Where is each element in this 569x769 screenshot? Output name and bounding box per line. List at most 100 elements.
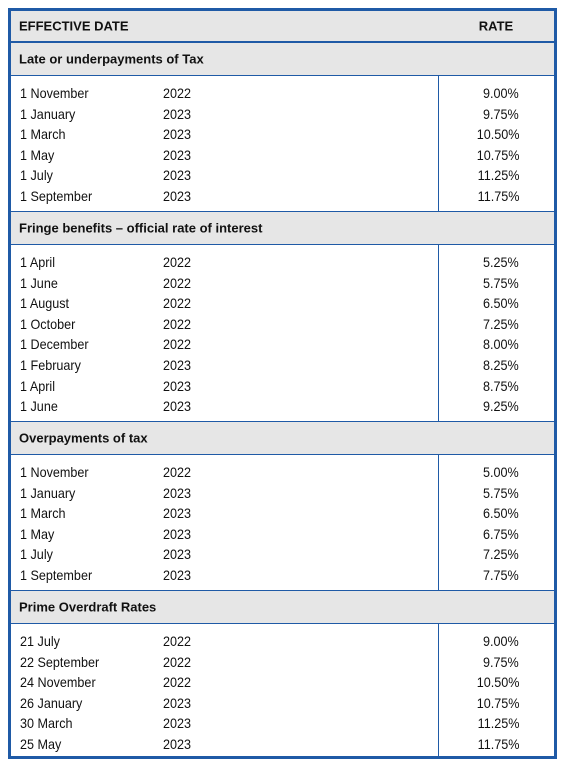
year-cell: 2022 — [163, 464, 192, 480]
effective-date-cell: 1 December — [20, 336, 89, 353]
table-row: 30 March 2023 11.25% — [11, 714, 554, 734]
table-row: 1 April 2022 5.25% — [11, 253, 554, 273]
year-cell: 2023 — [163, 146, 192, 163]
year-cell: 2022 — [163, 85, 192, 101]
rate-cell: 5.00% — [483, 464, 519, 480]
section-title: Fringe benefits – official rate of inter… — [19, 220, 263, 236]
rate-cell: 9.25% — [483, 398, 519, 415]
effective-date-cell: 1 May — [20, 525, 55, 542]
table-row: 21 July 2022 9.00% — [11, 632, 554, 652]
effective-date-cell: 21 July — [20, 633, 60, 649]
rate-cell: 9.00% — [483, 633, 519, 649]
year-cell: 2023 — [163, 398, 192, 415]
rate-cell: 11.75% — [477, 736, 519, 752]
year-cell: 2023 — [163, 105, 192, 122]
table-row: 1 July 2023 11.25% — [11, 166, 554, 186]
section-title: Late or underpayments of Tax — [19, 51, 204, 67]
effective-date-cell: 1 September — [20, 567, 93, 583]
table-row: 24 November 2022 10.50% — [11, 673, 554, 693]
effective-date-cell: 1 August — [20, 295, 70, 312]
effective-date-cell: 1 July — [20, 546, 53, 563]
effective-date-cell: 24 November — [20, 674, 96, 691]
section-title: Overpayments of tax — [19, 430, 148, 446]
rate-cell: 10.75% — [476, 146, 519, 163]
rate-cell: 10.50% — [476, 126, 519, 143]
rate-cell: 6.50% — [483, 295, 519, 312]
table-row: 1 September 2023 11.75% — [11, 187, 554, 207]
effective-date-header: EFFECTIVE DATE — [19, 18, 129, 34]
table-row: 25 May 2023 11.75% — [11, 735, 554, 755]
year-cell: 2023 — [163, 357, 192, 373]
rate-cell: 11.25% — [477, 167, 519, 184]
rate-cell: 9.75% — [483, 653, 519, 670]
table-row: 1 October 2022 7.25% — [11, 315, 554, 335]
table-row: 1 January 2023 9.75% — [11, 105, 554, 125]
year-cell: 2023 — [163, 484, 192, 501]
effective-date-cell: 1 January — [20, 105, 76, 122]
table-row: 1 April 2023 8.75% — [11, 377, 554, 397]
year-cell: 2022 — [163, 336, 192, 353]
year-cell: 2023 — [163, 525, 192, 542]
effective-date-cell: 1 January — [20, 484, 76, 501]
year-cell: 2023 — [163, 188, 192, 204]
rate-cell: 10.50% — [476, 674, 519, 691]
year-cell: 2023 — [163, 377, 192, 394]
year-cell: 2023 — [163, 167, 192, 184]
rate-cell: 8.00% — [483, 336, 519, 353]
table-row: 1 March 2023 10.50% — [11, 125, 554, 145]
rate-cell: 7.25% — [483, 546, 519, 563]
effective-date-cell: 1 November — [20, 464, 89, 480]
section-title: Prime Overdraft Rates — [19, 599, 157, 615]
rate-cell: 7.25% — [483, 315, 519, 332]
year-cell: 2022 — [163, 295, 192, 312]
year-cell: 2023 — [163, 126, 192, 143]
effective-date-cell: 1 March — [20, 505, 66, 522]
rate-cell: 9.00% — [483, 85, 519, 101]
table-row: 26 January 2023 10.75% — [11, 694, 554, 714]
effective-date-cell: 22 September — [20, 653, 100, 670]
section-header: Fringe benefits – official rate of inter… — [11, 211, 554, 245]
rate-cell: 8.25% — [483, 357, 519, 373]
year-cell: 2023 — [163, 567, 192, 583]
effective-date-cell: 1 October — [20, 315, 76, 332]
rate-cell: 10.75% — [476, 694, 519, 711]
rate-cell: 9.75% — [483, 105, 519, 122]
table-header: EFFECTIVE DATE RATE — [11, 11, 554, 42]
effective-date-cell: 1 March — [20, 126, 66, 143]
effective-date-cell: 1 May — [20, 146, 55, 163]
effective-date-cell: 1 April — [20, 377, 56, 394]
table-row: 1 May 2023 10.75% — [11, 146, 554, 166]
rate-cell: 6.75% — [483, 525, 519, 542]
year-cell: 2022 — [163, 653, 192, 670]
rate-cell: 8.75% — [483, 377, 519, 394]
section-header: Late or underpayments of Tax — [11, 42, 554, 76]
effective-date-cell: 1 June — [20, 274, 58, 291]
rate-cell: 7.75% — [483, 567, 519, 583]
table-row: 1 November 2022 9.00% — [11, 84, 554, 104]
rate-header: RATE — [478, 18, 514, 34]
column-divider — [438, 11, 439, 756]
section-header: Overpayments of tax — [11, 421, 554, 455]
effective-date-cell: 1 April — [20, 254, 56, 270]
year-cell: 2023 — [163, 715, 192, 732]
table-row: 1 February 2023 8.25% — [11, 356, 554, 376]
table-row: 1 August 2022 6.50% — [11, 294, 554, 314]
table-row: 1 June 2022 5.75% — [11, 274, 554, 294]
table-row: 1 January 2023 5.75% — [11, 484, 554, 504]
effective-date-cell: 1 September — [20, 188, 93, 204]
rates-table: EFFECTIVE DATE RATE Late or underpayment… — [8, 8, 557, 759]
rate-cell: 5.25% — [483, 254, 519, 270]
table-row: 1 May 2023 6.75% — [11, 525, 554, 545]
section-header: Prime Overdraft Rates — [11, 590, 554, 624]
rate-cell: 5.75% — [483, 484, 519, 501]
rate-cell: 11.75% — [477, 188, 519, 204]
year-cell: 2022 — [163, 633, 192, 649]
table-row: 1 September 2023 7.75% — [11, 566, 554, 586]
year-cell: 2022 — [163, 315, 192, 332]
year-cell: 2022 — [163, 254, 192, 270]
effective-date-cell: 1 February — [20, 357, 81, 373]
effective-date-cell: 1 November — [20, 85, 89, 101]
year-cell: 2023 — [163, 736, 192, 752]
year-cell: 2022 — [163, 674, 192, 691]
effective-date-cell: 25 May — [20, 736, 62, 752]
